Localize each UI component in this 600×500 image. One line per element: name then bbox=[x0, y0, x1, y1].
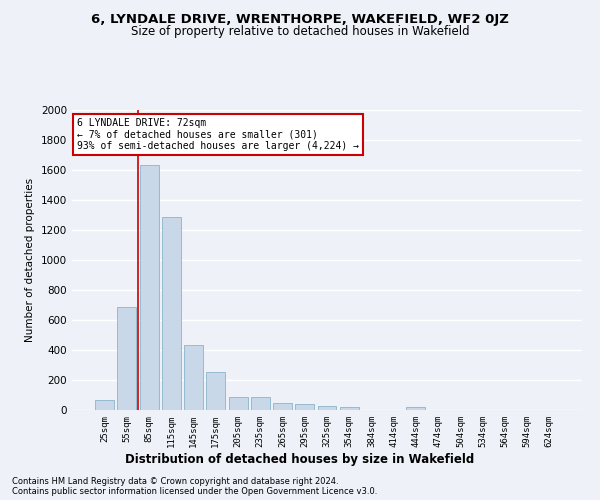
Bar bbox=[295, 404, 314, 410]
Text: Contains public sector information licensed under the Open Government Licence v3: Contains public sector information licen… bbox=[12, 488, 377, 496]
Bar bbox=[118, 306, 136, 410]
Bar bbox=[229, 396, 248, 410]
Text: Size of property relative to detached houses in Wakefield: Size of property relative to detached ho… bbox=[131, 25, 469, 38]
Text: 6, LYNDALE DRIVE, WRENTHORPE, WAKEFIELD, WF2 0JZ: 6, LYNDALE DRIVE, WRENTHORPE, WAKEFIELD,… bbox=[91, 12, 509, 26]
Bar bbox=[95, 400, 114, 410]
Y-axis label: Number of detached properties: Number of detached properties bbox=[25, 178, 35, 342]
Bar bbox=[273, 402, 292, 410]
Bar bbox=[251, 397, 270, 410]
Text: 6 LYNDALE DRIVE: 72sqm
← 7% of detached houses are smaller (301)
93% of semi-det: 6 LYNDALE DRIVE: 72sqm ← 7% of detached … bbox=[77, 118, 359, 150]
Bar bbox=[140, 165, 158, 410]
Bar bbox=[162, 217, 181, 410]
Bar bbox=[317, 406, 337, 410]
Text: Distribution of detached houses by size in Wakefield: Distribution of detached houses by size … bbox=[125, 452, 475, 466]
Text: Contains HM Land Registry data © Crown copyright and database right 2024.: Contains HM Land Registry data © Crown c… bbox=[12, 478, 338, 486]
Bar bbox=[406, 407, 425, 410]
Bar bbox=[184, 345, 203, 410]
Bar bbox=[340, 407, 359, 410]
Bar bbox=[206, 372, 225, 410]
